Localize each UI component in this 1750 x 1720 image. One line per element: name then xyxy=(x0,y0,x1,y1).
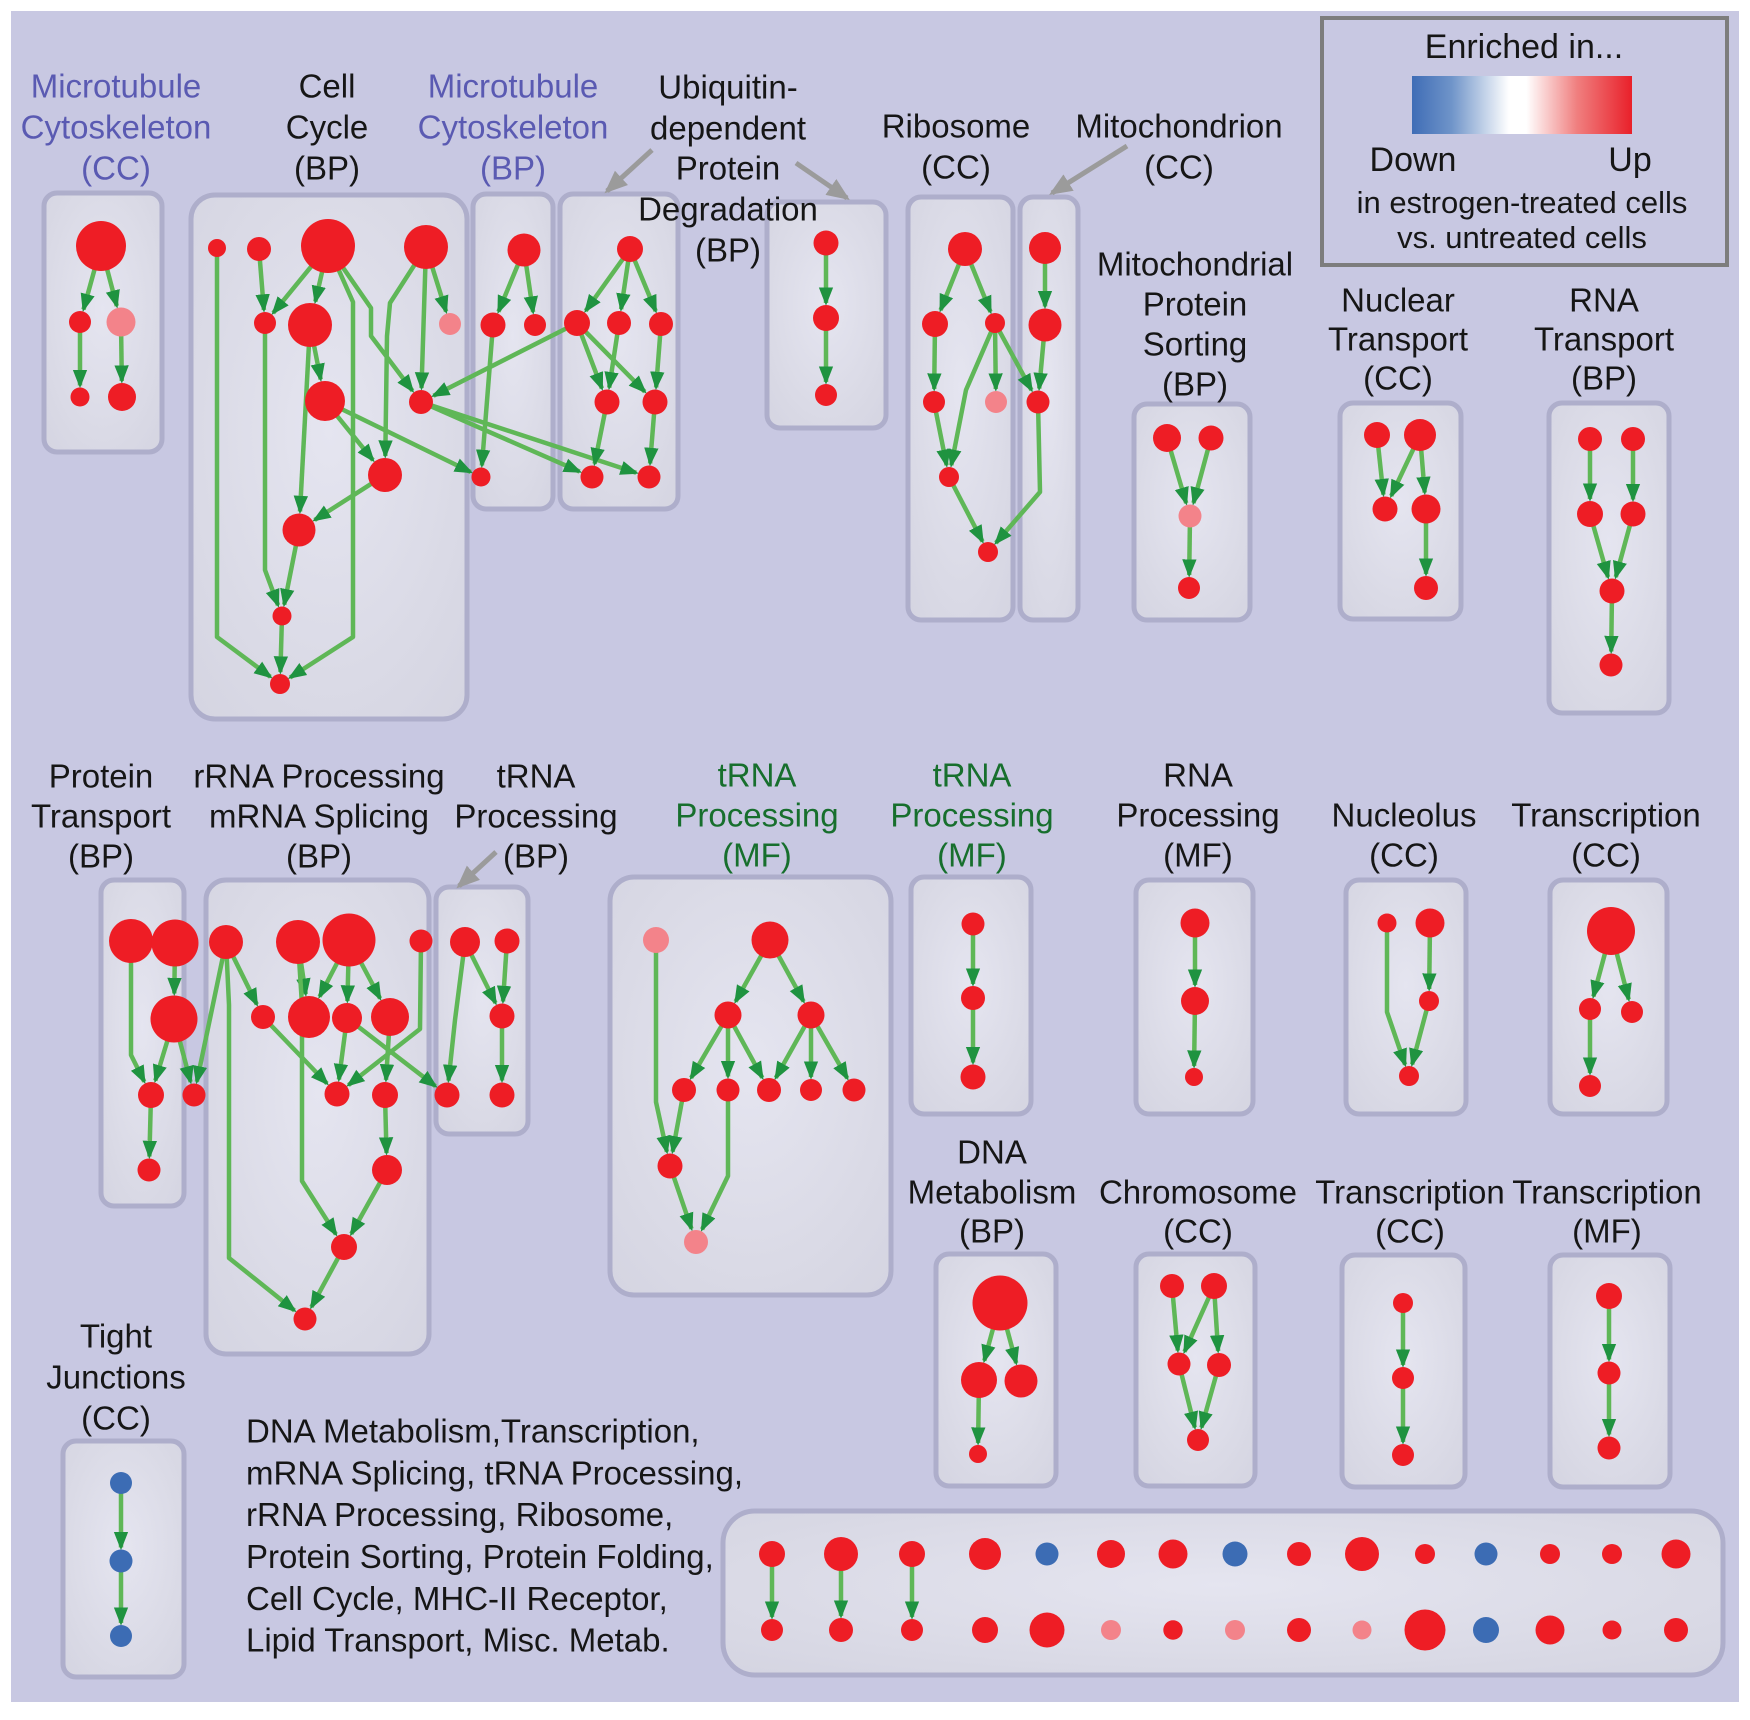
svg-text:Ubiquitin-: Ubiquitin- xyxy=(658,69,797,106)
svg-text:Mitochondrial: Mitochondrial xyxy=(1097,246,1293,283)
svg-text:(BP): (BP) xyxy=(959,1213,1025,1250)
svg-text:Up: Up xyxy=(1608,141,1651,179)
svg-text:(MF): (MF) xyxy=(937,837,1007,874)
svg-text:(MF): (MF) xyxy=(1572,1213,1642,1250)
svg-text:Transport: Transport xyxy=(1328,321,1468,358)
svg-text:(CC): (CC) xyxy=(1163,1213,1233,1250)
svg-text:(CC): (CC) xyxy=(81,150,151,187)
svg-text:(BP): (BP) xyxy=(695,232,761,269)
svg-text:Processing: Processing xyxy=(890,797,1053,834)
svg-text:(CC): (CC) xyxy=(1144,149,1214,186)
svg-text:(CC): (CC) xyxy=(1375,1213,1445,1250)
svg-text:Microtubule: Microtubule xyxy=(31,68,202,105)
svg-text:rRNA Processing: rRNA Processing xyxy=(193,758,444,795)
svg-text:Processing: Processing xyxy=(675,797,838,834)
svg-text:mRNA Splicing, tRNA Processing: mRNA Splicing, tRNA Processing, xyxy=(246,1454,743,1491)
svg-text:(BP): (BP) xyxy=(68,838,134,875)
svg-text:(BP): (BP) xyxy=(480,150,546,187)
svg-text:Mitochondrion: Mitochondrion xyxy=(1075,108,1282,145)
svg-text:(CC): (CC) xyxy=(921,149,991,186)
svg-text:Protein: Protein xyxy=(676,150,781,187)
svg-text:mRNA Splicing: mRNA Splicing xyxy=(209,798,429,835)
svg-text:Tight: Tight xyxy=(80,1318,152,1355)
svg-text:Junctions: Junctions xyxy=(46,1359,185,1396)
svg-text:Processing: Processing xyxy=(454,798,617,835)
svg-text:Cell: Cell xyxy=(299,68,356,105)
svg-text:Degradation: Degradation xyxy=(638,191,818,228)
svg-text:Protein Sorting, Protein Foldi: Protein Sorting, Protein Folding, xyxy=(246,1538,714,1575)
svg-text:Transcription: Transcription xyxy=(1315,1174,1505,1211)
svg-text:Enriched in...: Enriched in... xyxy=(1425,28,1623,66)
svg-text:Processing: Processing xyxy=(1116,797,1279,834)
svg-text:Lipid Transport, Misc. Metab.: Lipid Transport, Misc. Metab. xyxy=(246,1622,670,1659)
svg-text:(BP): (BP) xyxy=(294,150,360,187)
svg-text:Ribosome: Ribosome xyxy=(882,108,1031,145)
svg-text:Microtubule: Microtubule xyxy=(428,68,599,105)
svg-text:dependent: dependent xyxy=(650,110,806,147)
svg-text:(BP): (BP) xyxy=(1571,360,1637,397)
svg-text:(MF): (MF) xyxy=(722,837,792,874)
svg-text:(CC): (CC) xyxy=(1363,360,1433,397)
svg-text:RNA: RNA xyxy=(1569,282,1639,319)
svg-text:tRNA: tRNA xyxy=(497,758,576,795)
svg-text:(BP): (BP) xyxy=(503,838,569,875)
svg-text:Cytoskeleton: Cytoskeleton xyxy=(418,109,609,146)
svg-text:vs. untreated cells: vs. untreated cells xyxy=(1397,220,1647,255)
svg-text:(BP): (BP) xyxy=(286,838,352,875)
svg-text:(MF): (MF) xyxy=(1163,837,1233,874)
svg-text:Transcription: Transcription xyxy=(1511,797,1701,834)
svg-text:Transport: Transport xyxy=(1534,321,1674,358)
svg-text:(CC): (CC) xyxy=(81,1400,151,1437)
svg-text:(CC): (CC) xyxy=(1571,837,1641,874)
svg-text:Nuclear: Nuclear xyxy=(1341,282,1455,319)
svg-text:Nucleolus: Nucleolus xyxy=(1332,797,1477,834)
svg-text:in estrogen-treated cells: in estrogen-treated cells xyxy=(1357,185,1688,220)
svg-text:(BP): (BP) xyxy=(1162,366,1228,403)
svg-text:RNA: RNA xyxy=(1163,757,1233,794)
svg-text:Down: Down xyxy=(1370,141,1457,179)
svg-text:Transcription: Transcription xyxy=(1512,1174,1702,1211)
svg-text:tRNA: tRNA xyxy=(933,757,1012,794)
svg-text:rRNA Processing, Ribosome,: rRNA Processing, Ribosome, xyxy=(246,1496,673,1533)
svg-text:Transport: Transport xyxy=(31,798,171,835)
svg-text:Protein: Protein xyxy=(1143,286,1248,323)
svg-text:(CC): (CC) xyxy=(1369,837,1439,874)
svg-text:Sorting: Sorting xyxy=(1143,326,1248,363)
svg-text:tRNA: tRNA xyxy=(718,757,797,794)
svg-text:DNA: DNA xyxy=(957,1134,1027,1171)
svg-text:Cytoskeleton: Cytoskeleton xyxy=(21,109,212,146)
svg-text:Chromosome: Chromosome xyxy=(1099,1174,1297,1211)
svg-text:Cycle: Cycle xyxy=(286,109,369,146)
svg-text:Protein: Protein xyxy=(49,758,154,795)
svg-text:DNA Metabolism,Transcription,: DNA Metabolism,Transcription, xyxy=(246,1413,700,1450)
svg-text:Metabolism: Metabolism xyxy=(908,1174,1077,1211)
svg-text:Cell Cycle, MHC-II Receptor,: Cell Cycle, MHC-II Receptor, xyxy=(246,1580,668,1617)
